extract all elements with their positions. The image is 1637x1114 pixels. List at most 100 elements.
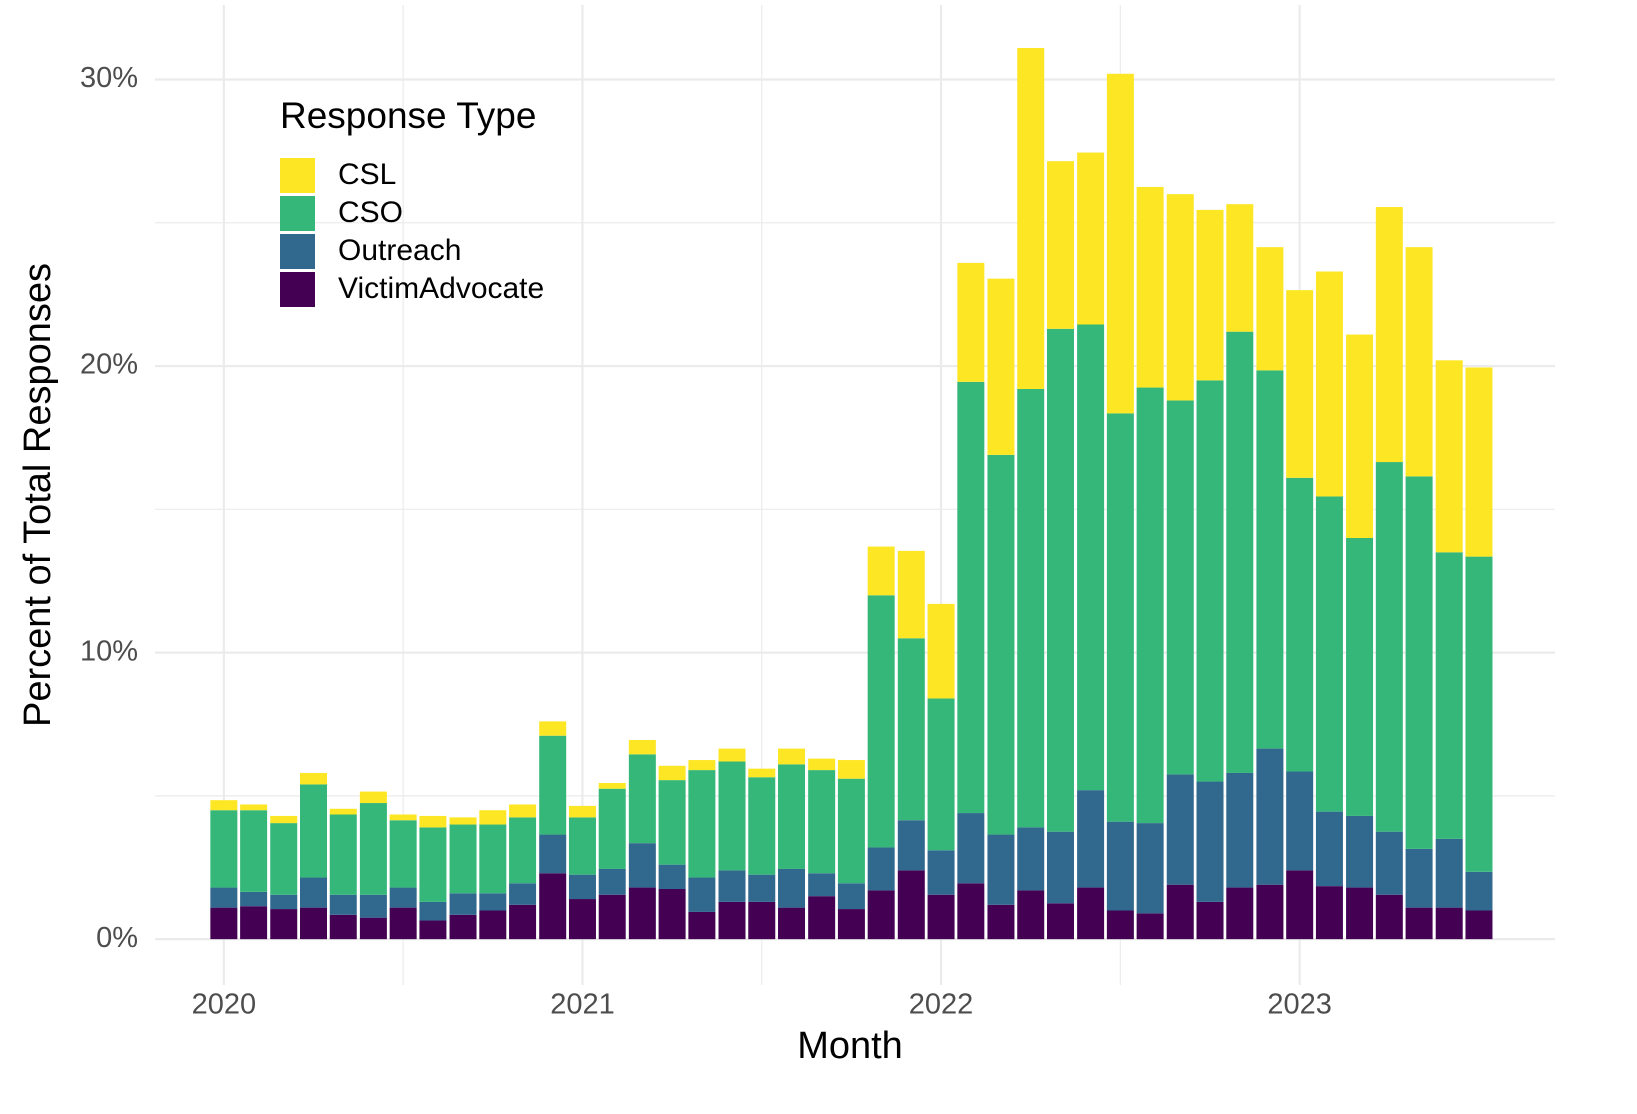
- bar-segment: [419, 920, 447, 940]
- bar-segment: [1256, 247, 1284, 371]
- bar-segment: [808, 873, 836, 897]
- bar-segment: [748, 901, 776, 940]
- legend-label: CSL: [338, 158, 396, 191]
- bar-segment: [987, 278, 1015, 455]
- bar-segment: [419, 901, 447, 921]
- bar-segment: [748, 768, 776, 778]
- bar-segment: [778, 868, 806, 908]
- bar-segment: [1136, 186, 1164, 388]
- bar-segment: [359, 791, 387, 804]
- bar-segment: [1405, 848, 1433, 908]
- x-tick-label: 2020: [192, 989, 257, 1021]
- bar-segment: [329, 914, 357, 940]
- bar-segment: [329, 814, 357, 895]
- bar-segment: [628, 740, 656, 755]
- bar-segment: [1166, 884, 1194, 940]
- bar-segment: [1375, 207, 1403, 463]
- bar-segment: [957, 381, 985, 814]
- legend-title: Response Type: [280, 95, 536, 136]
- legend-label: Outreach: [338, 234, 461, 267]
- bar-segment: [628, 843, 656, 888]
- bar-segment: [1375, 831, 1403, 895]
- bar-segment: [598, 788, 626, 869]
- bar-segment: [808, 770, 836, 874]
- bar-segment: [359, 917, 387, 940]
- bar-segment: [658, 765, 686, 781]
- x-tick-label: 2021: [550, 989, 615, 1021]
- bar-segment: [1166, 400, 1194, 775]
- bar-segment: [658, 780, 686, 865]
- y-tick-label: 20%: [80, 349, 138, 381]
- bar-segment: [1286, 290, 1314, 478]
- bar-segment: [987, 454, 1015, 835]
- bar-segment: [1256, 884, 1284, 940]
- bar-segment: [1405, 476, 1433, 849]
- bar-segment: [509, 904, 537, 940]
- bar-segment: [210, 810, 238, 888]
- bar-segment: [688, 877, 716, 912]
- bar-segment: [1136, 823, 1164, 914]
- bar-segment: [1136, 387, 1164, 824]
- bar-segment: [359, 803, 387, 895]
- bar-segment: [1315, 886, 1343, 940]
- x-tick-label: 2022: [909, 989, 974, 1021]
- bar-segment: [688, 911, 716, 940]
- bar-segment: [1346, 537, 1374, 816]
- bar-segment: [509, 817, 537, 884]
- bar-segment: [927, 850, 955, 895]
- bar-segment: [240, 891, 268, 907]
- bar-segment: [1346, 334, 1374, 538]
- bar-segment: [300, 877, 328, 908]
- bar-segment: [748, 874, 776, 902]
- bar-segment: [419, 827, 447, 902]
- bar-segment: [837, 883, 865, 910]
- bar-segment: [688, 760, 716, 771]
- bar-segment: [837, 909, 865, 940]
- bar-segment: [449, 914, 477, 940]
- bar-segment: [240, 810, 268, 892]
- bar-segment: [479, 824, 507, 894]
- bar-segment: [240, 804, 268, 811]
- bar-segment: [1226, 204, 1254, 332]
- bar-segment: [1465, 910, 1493, 940]
- bar-segment: [927, 894, 955, 940]
- bar-segment: [568, 805, 596, 818]
- bar-segment: [778, 748, 806, 765]
- bar-segment: [778, 764, 806, 869]
- bar-segment: [987, 834, 1015, 905]
- bar-segment: [1435, 552, 1463, 839]
- y-tick-label: 0%: [96, 922, 138, 954]
- bar-segment: [1435, 907, 1463, 940]
- bar-segment: [1166, 774, 1194, 885]
- bar-segment: [1375, 462, 1403, 832]
- bar-segment: [628, 887, 656, 940]
- bar-segment: [1106, 73, 1134, 414]
- bar-segment: [1346, 815, 1374, 888]
- bar-segment: [329, 894, 357, 915]
- bar-segment: [718, 901, 746, 940]
- bar-segment: [479, 893, 507, 911]
- x-tick-label: 2023: [1267, 989, 1332, 1021]
- bar-segment: [1435, 360, 1463, 553]
- bar-segment: [1196, 380, 1224, 782]
- bar-segment: [1226, 772, 1254, 888]
- bar-segment: [1017, 47, 1045, 389]
- bar-segment: [1196, 781, 1224, 902]
- bar-segment: [329, 808, 357, 815]
- bar-segment: [270, 909, 298, 940]
- bar-segment: [837, 778, 865, 884]
- bar-segment: [1435, 838, 1463, 908]
- bar-segment: [897, 638, 925, 821]
- bar-segment: [867, 890, 895, 940]
- bar-segment: [1017, 827, 1045, 891]
- bar-segment: [389, 820, 417, 888]
- bar-segment: [1315, 271, 1343, 497]
- bar-segment: [1077, 324, 1105, 791]
- bar-segment: [1046, 328, 1074, 832]
- bar-segment: [509, 883, 537, 905]
- legend-label: VictimAdvocate: [338, 272, 544, 305]
- bar-segment: [210, 887, 238, 908]
- bar-segment: [479, 910, 507, 940]
- bar-segment: [1465, 871, 1493, 911]
